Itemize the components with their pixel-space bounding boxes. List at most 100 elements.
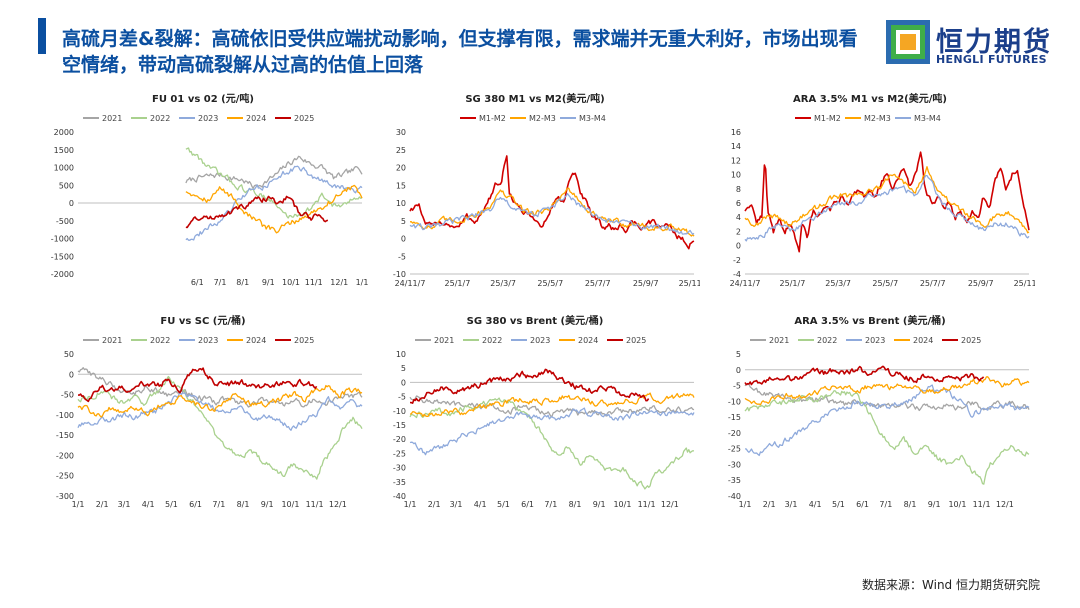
chart-title: SG 380 vs Brent (美元/桶) <box>467 314 604 327</box>
chart-fu-sc: FU vs SC (元/桶) 2021 2022 2023 2024 2025 -300 -2… <box>38 312 368 522</box>
chart-ara-brent: ARA 3.5% vs Brent (美元/桶) 2021 2022 2023 2024… <box>705 312 1035 522</box>
y-tick-label: 14 <box>731 142 741 151</box>
x-tick-label: 5/1 <box>832 500 845 509</box>
y-tick-label: 50 <box>64 350 74 359</box>
x-tick-label: 3/1 <box>785 500 798 509</box>
chart-title: ARA 3.5% vs Brent (美元/桶) <box>794 314 945 327</box>
y-tick-label: -200 <box>56 451 74 460</box>
series-line-2024 <box>185 184 363 234</box>
series-line-2021 <box>185 155 363 189</box>
x-tick-label: 4/1 <box>142 500 155 509</box>
legend-label-2021: 2021 <box>769 336 789 345</box>
series-line-2023 <box>77 391 363 431</box>
y-tick-label: -5 <box>733 382 741 391</box>
legend-label-2023: 2023 <box>530 336 550 345</box>
series-line-2023 <box>185 165 363 241</box>
x-tick-label: 25/3/7 <box>825 279 851 288</box>
y-tick-label: -15 <box>728 413 741 422</box>
x-tick-label: 2/1 <box>428 500 441 509</box>
legend-label-2023: 2023 <box>865 336 885 345</box>
y-tick-label: -1000 <box>51 235 74 244</box>
y-tick-label: -40 <box>728 492 741 501</box>
x-tick-label: 9/1 <box>928 500 941 509</box>
x-tick-label: 11/1 <box>638 500 656 509</box>
series-line-M3-M4 <box>409 192 695 235</box>
y-tick-label: -100 <box>56 411 74 420</box>
series-line-2025 <box>744 365 985 386</box>
legend-label-2024: 2024 <box>913 336 933 345</box>
x-tick-label: 10/1 <box>282 278 300 287</box>
y-tick-label: -10 <box>393 270 406 279</box>
x-tick-label: 5/1 <box>165 500 178 509</box>
series-line-M1-M2 <box>744 151 1030 253</box>
legend-label-2022: 2022 <box>482 336 502 345</box>
y-tick-label: -25 <box>728 445 741 454</box>
y-tick-label: 0 <box>401 378 406 387</box>
x-tick-label: 10/1 <box>281 500 299 509</box>
y-tick-label: 25 <box>396 146 406 155</box>
y-tick-label: -1500 <box>51 252 74 261</box>
x-tick-label: 24/11/7 <box>730 279 761 288</box>
x-tick-label: 25/1/7 <box>445 279 471 288</box>
y-tick-label: -15 <box>393 421 406 430</box>
logo-text-cn: 恒力期货 <box>936 27 1052 58</box>
chart-svg: FU 01 vs 02 (元/吨) 2021 2022 2023 2024 2025 -20… <box>51 92 368 287</box>
y-tick-label: -2000 <box>51 270 74 279</box>
page-title: 高硫月差&裂解：高硫依旧受供应端扰动影响，但支撑有限，需求端并无重大利好，市场出… <box>62 28 858 76</box>
x-tick-label: 5/1 <box>497 500 510 509</box>
x-tick-label: 9/1 <box>261 500 274 509</box>
series-line-2022 <box>185 147 363 219</box>
legend-label-2021: 2021 <box>434 336 454 345</box>
x-tick-label: 1/1 <box>356 278 368 287</box>
x-tick-label: 8/1 <box>236 278 249 287</box>
series-line-2023 <box>744 384 1030 457</box>
x-tick-label: 12/1 <box>330 278 348 287</box>
logo-text-en: HENGLI FUTURES <box>936 53 1047 66</box>
legend-label-2021: 2021 <box>102 114 122 123</box>
y-tick-label: 20 <box>396 164 406 173</box>
y-tick-label: -20 <box>393 435 406 444</box>
x-tick-label: 4/1 <box>809 500 822 509</box>
x-tick-label: 24/11/7 <box>395 279 426 288</box>
y-tick-label: -35 <box>393 478 406 487</box>
chart-title: FU 01 vs 02 (元/吨) <box>152 92 254 105</box>
y-tick-label: 15 <box>396 181 406 190</box>
y-tick-label: -20 <box>728 429 741 438</box>
chart-title: SG 380 M1 vs M2(美元/吨) <box>465 92 604 105</box>
legend-label-2021: 2021 <box>102 336 122 345</box>
legend-label-M1-M2: M1-M2 <box>814 114 841 123</box>
series-line-M2-M3 <box>744 166 1030 234</box>
x-tick-label: 7/1 <box>544 500 557 509</box>
data-source-note: 数据来源：Wind 恒力期货研究院 <box>862 578 1040 592</box>
x-tick-label: 12/1 <box>996 500 1014 509</box>
legend-label-2025: 2025 <box>294 114 314 123</box>
series-line-M1-M2 <box>409 155 695 250</box>
chart-svg: SG 380 M1 vs M2(美元/吨) M1-M2 M2-M3 M3-M4 -10 -… <box>393 92 700 288</box>
y-tick-label: -500 <box>56 217 74 226</box>
chart-fu-spread: FU 01 vs 02 (元/吨) 2021 2022 2023 2024 2025 -20… <box>38 90 368 300</box>
y-tick-label: 0 <box>69 370 74 379</box>
x-tick-label: 1/1 <box>72 500 85 509</box>
hengli-logo-icon <box>886 20 930 64</box>
x-tick-label: 25/5/7 <box>872 279 898 288</box>
y-tick-label: -300 <box>56 492 74 501</box>
series-line-2024 <box>744 376 1030 406</box>
legend-label-M1-M2: M1-M2 <box>479 114 506 123</box>
x-tick-label: 25/1/7 <box>780 279 806 288</box>
x-tick-label: 9/1 <box>593 500 606 509</box>
x-tick-label: 4/1 <box>474 500 487 509</box>
series-line-2023 <box>409 407 695 456</box>
chart-svg: ARA 3.5% M1 vs M2(美元/吨) M1-M2 M2-M3 M3-M4 -4… <box>730 92 1035 288</box>
legend-label-M3-M4: M3-M4 <box>579 114 606 123</box>
x-tick-label: 11/1 <box>973 500 991 509</box>
y-tick-label: -40 <box>393 492 406 501</box>
x-tick-label: 8/1 <box>569 500 582 509</box>
y-tick-label: 10 <box>396 199 406 208</box>
series-line-2022 <box>409 397 695 490</box>
x-tick-label: 6/1 <box>189 500 202 509</box>
y-tick-label: 6 <box>736 199 741 208</box>
y-tick-label: 0 <box>736 242 741 251</box>
x-tick-label: 6/1 <box>856 500 869 509</box>
legend-label-2025: 2025 <box>961 336 981 345</box>
legend-label-2025: 2025 <box>626 336 646 345</box>
